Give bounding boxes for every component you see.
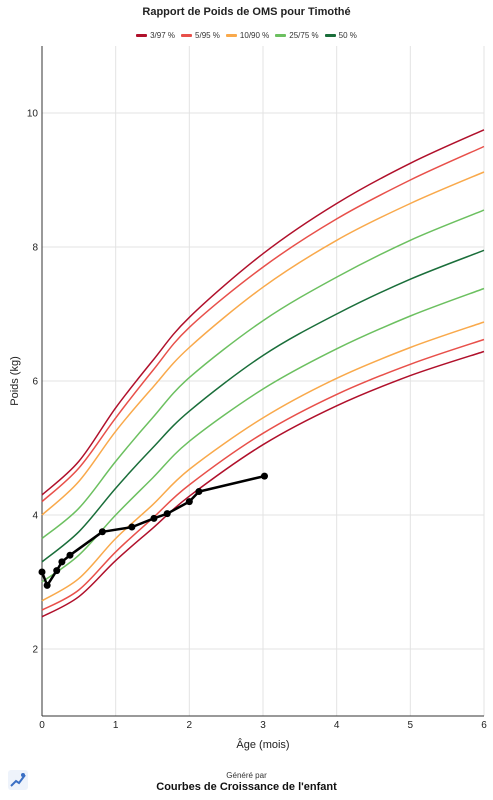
child-weight-point <box>58 558 66 566</box>
child-weight-point <box>163 510 171 518</box>
child-weight-point <box>260 472 268 480</box>
child-weight-point <box>128 523 136 531</box>
y-tick-label: 8 <box>32 243 38 254</box>
x-tick-label: 1 <box>113 720 119 731</box>
legend-swatch <box>181 34 193 37</box>
legend-item: 5/95 % <box>181 31 220 40</box>
y-tick-label: 10 <box>27 109 39 120</box>
legend-item: 25/75 % <box>275 31 319 40</box>
legend-label: 25/75 % <box>289 31 319 40</box>
chart-title: Rapport de Poids de OMS pour Timothé <box>142 6 351 18</box>
child-weight-point <box>38 568 46 576</box>
percentile-curve <box>41 209 485 540</box>
child-weight-point <box>43 581 51 589</box>
percentile-curve <box>41 171 485 516</box>
legend-label: 5/95 % <box>195 31 220 40</box>
legend-item: 50 % <box>324 31 357 40</box>
child-weight-point <box>195 488 203 496</box>
chart-legend: 3/97 % 5/95 % 10/90 % 25/75 % 50 % <box>0 31 493 40</box>
legend-label: 3/97 % <box>150 31 176 40</box>
legend-label: 10/90 % <box>239 31 270 40</box>
percentile-curve <box>41 338 485 611</box>
y-axis-label: Poids (kg) <box>9 356 21 406</box>
x-tick-label: 5 <box>408 720 414 731</box>
y-tick-label: 6 <box>32 377 38 388</box>
child-weight-line <box>40 474 265 587</box>
footer-app-name: Courbes de Croissance de l'enfant <box>156 781 337 793</box>
child-weight-point <box>185 498 193 506</box>
y-tick-label: 2 <box>32 645 38 656</box>
child-weight-point <box>66 551 74 559</box>
legend-swatch <box>136 34 148 37</box>
x-axis-label: Âge (mois) <box>236 738 289 751</box>
percentile-curve <box>41 321 485 602</box>
footer-caption: Généré par <box>226 771 267 780</box>
app-logo-icon <box>8 770 28 790</box>
percentile-curve <box>41 145 485 503</box>
x-tick-label: 3 <box>260 720 266 731</box>
child-weight-point <box>150 514 158 522</box>
percentile-curve <box>41 249 485 563</box>
percentile-curve <box>41 350 485 618</box>
x-tick-label: 4 <box>334 720 340 731</box>
y-tick-label: 4 <box>32 511 38 522</box>
percentile-curve <box>41 129 485 496</box>
legend-swatch <box>324 34 336 37</box>
x-tick-label: 2 <box>187 720 193 731</box>
legend-swatch <box>225 34 237 37</box>
growth-chart: 0 1 2 3 4 5 6 2 4 6 8 10 Âge (mois) Poids (kg) <box>9 46 487 751</box>
child-weight-point <box>98 528 106 536</box>
x-tick-label: 0 <box>39 720 45 731</box>
x-tick-label: 6 <box>481 720 487 731</box>
legend-label: 50 % <box>338 31 357 40</box>
child-weight-point <box>53 567 61 575</box>
legend-item: 3/97 % <box>136 31 175 40</box>
legend-item: 10/90 % <box>225 31 270 40</box>
legend-swatch <box>275 34 287 37</box>
